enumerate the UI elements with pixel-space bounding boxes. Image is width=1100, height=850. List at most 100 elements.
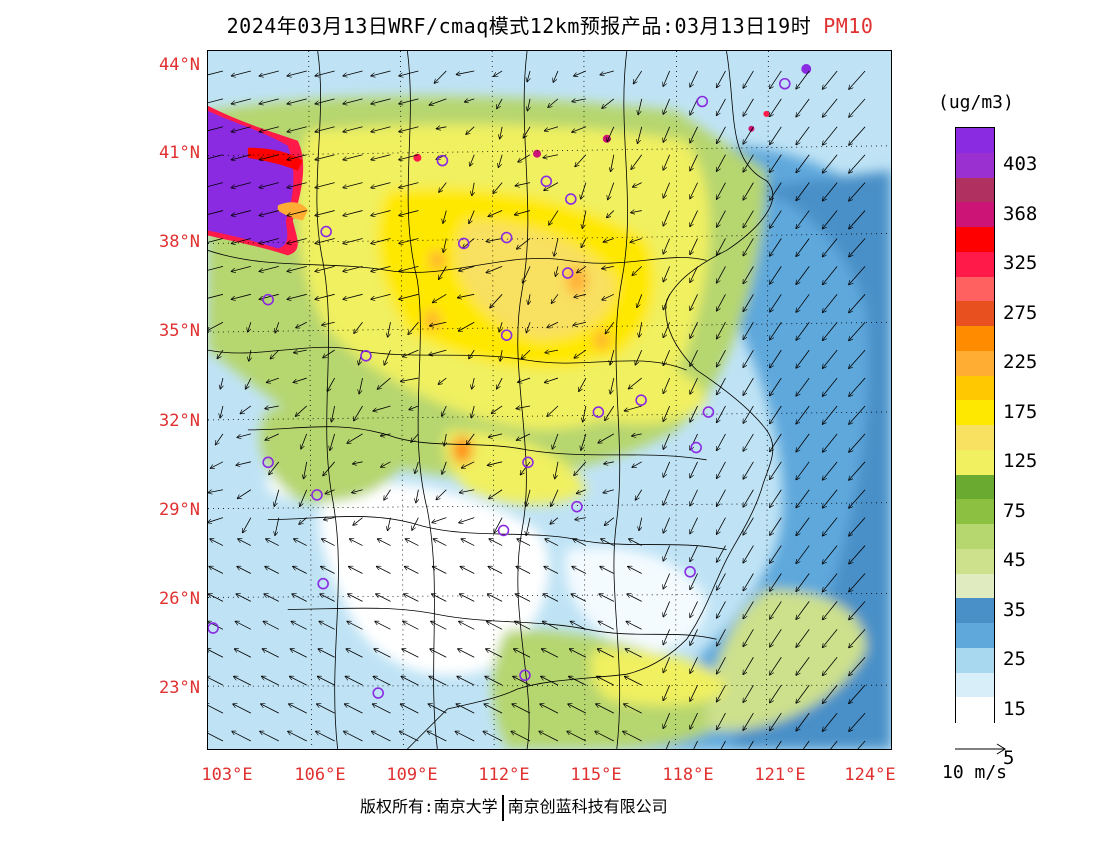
wind-vector <box>371 266 391 271</box>
wind-vector <box>849 70 866 89</box>
city-markers <box>208 77 791 699</box>
wind-vector <box>429 349 447 355</box>
wind-vector <box>551 294 559 303</box>
wind-vector <box>823 656 838 675</box>
wind-vector <box>486 266 503 272</box>
wind-vector <box>469 210 475 224</box>
wind-vector <box>663 489 671 505</box>
wind-vector <box>849 712 866 731</box>
wind-vector <box>327 377 335 391</box>
wind-vector <box>488 594 503 602</box>
wind-vector <box>717 712 726 729</box>
wind-vector <box>574 349 587 358</box>
wind-vector <box>690 126 698 143</box>
wind-vector <box>690 322 698 338</box>
wind-vector <box>542 649 559 658</box>
wind-vector <box>345 704 363 714</box>
wind-vector <box>287 70 307 76</box>
wind-vector <box>823 126 838 145</box>
wind-vector <box>849 489 866 508</box>
wind-vector <box>263 621 279 630</box>
wind-vector <box>545 539 559 546</box>
wind-vector <box>399 238 419 243</box>
wind-vector <box>343 126 363 132</box>
wind-vector <box>663 545 671 561</box>
wind-vector <box>261 704 279 714</box>
wind-vector <box>637 294 643 307</box>
wind-vector <box>232 70 251 76</box>
wind-vector <box>632 434 642 436</box>
wind-vector <box>287 182 307 188</box>
wind-vector <box>796 238 810 256</box>
wind-vector <box>570 649 587 658</box>
wind-vector <box>541 676 559 686</box>
wind-vector <box>465 99 475 102</box>
wind-vector <box>796 377 810 396</box>
wind-vector <box>488 461 503 465</box>
wind-vector <box>717 433 726 450</box>
wind-vector <box>517 238 531 248</box>
wind-vector <box>796 126 810 145</box>
wind-vector <box>484 704 503 714</box>
wind-vector <box>455 731 475 742</box>
wind-vector <box>457 70 475 74</box>
wind-vector <box>690 377 698 394</box>
wind-vector <box>552 433 559 449</box>
lon-tick-label: 103°E <box>201 765 253 785</box>
wind-vector <box>343 210 363 216</box>
wind-vector <box>596 704 614 714</box>
wind-vector <box>770 98 782 116</box>
wind-vector <box>429 676 447 686</box>
wind-vector <box>494 70 503 76</box>
wind-vector <box>717 629 726 645</box>
wind-vector <box>399 98 419 104</box>
wind-vector <box>490 294 503 307</box>
wind-vector <box>232 266 251 271</box>
wind-vector <box>371 210 391 216</box>
wind-vector <box>318 676 335 686</box>
wind-vector <box>543 594 559 602</box>
wind-vector <box>717 461 726 478</box>
wind-vector <box>491 405 503 413</box>
city-marker <box>457 237 470 250</box>
wind-vector <box>823 573 838 591</box>
wind-vector <box>345 676 363 686</box>
wind-vector <box>433 539 447 546</box>
wind-vector <box>208 182 224 188</box>
wind-vector <box>663 126 671 142</box>
wind-vector <box>770 377 782 395</box>
wind-vector <box>489 539 503 546</box>
wind-vector <box>639 517 642 531</box>
wind-vector <box>287 98 307 104</box>
wind-vector <box>403 621 419 630</box>
wind-vector <box>432 517 447 523</box>
wind-vector <box>550 517 559 524</box>
wind-vector <box>770 684 782 702</box>
title-text: 2024年03月13日WRF/cmaq模式12km预报产品:03月13日19时 <box>226 14 812 38</box>
wind-vector <box>457 676 475 686</box>
city-marker <box>436 154 449 167</box>
wind-vector <box>663 573 671 588</box>
wind-vector <box>315 182 335 188</box>
lat-tick-label: 26°N <box>159 589 200 609</box>
wind-vector <box>690 712 698 729</box>
wind-vector <box>600 70 614 75</box>
wind-vector <box>574 461 587 475</box>
wind-vector <box>663 712 671 728</box>
wind-vector <box>264 594 279 602</box>
wind-vector <box>823 461 838 480</box>
wind-vector <box>717 238 726 254</box>
wind-vector <box>518 154 531 162</box>
wind-vector <box>610 350 615 364</box>
wind-vector <box>405 567 419 574</box>
wind-vector <box>544 182 559 191</box>
wind-vector <box>208 594 224 602</box>
wind-vector <box>498 154 503 167</box>
wind-vector <box>371 70 391 76</box>
wind-vector <box>238 489 252 499</box>
wind-vector <box>217 349 224 358</box>
wind-vector <box>770 405 782 423</box>
wind-vector <box>459 266 475 270</box>
wind-vector <box>823 489 838 508</box>
wind-vector <box>549 210 559 225</box>
